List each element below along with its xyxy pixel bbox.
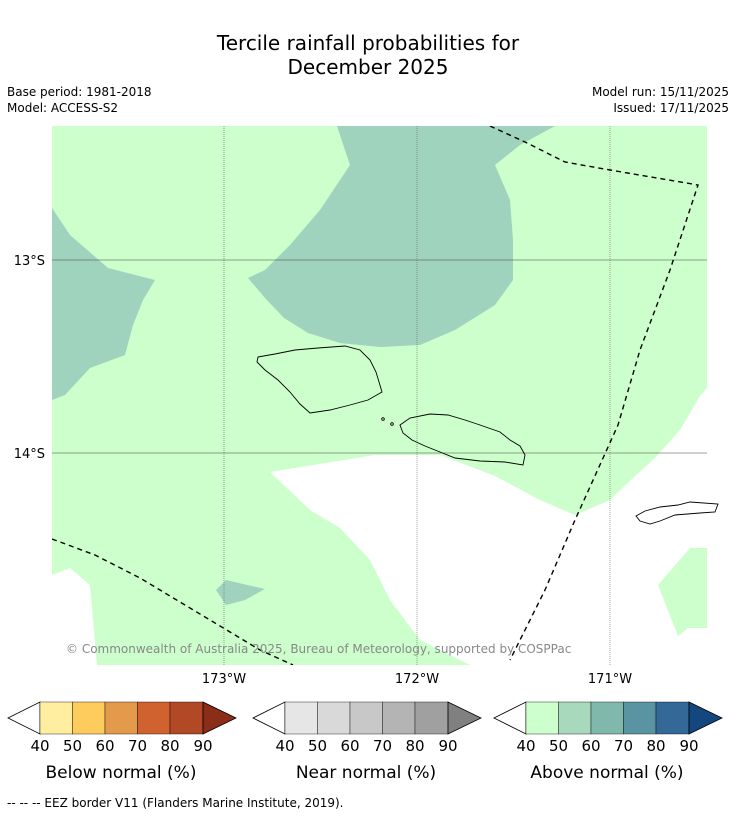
- above-normal-60-north-region: [248, 126, 555, 347]
- issued-date: Issued: 17/11/2025: [613, 101, 729, 115]
- colorbar-tick-label: 90: [679, 737, 698, 755]
- colorbar-tick-label: 60: [340, 737, 359, 755]
- colorbar-near-label: Near normal (%): [296, 763, 436, 783]
- colorbar-tick-label: 40: [275, 737, 294, 755]
- colorbar-above: 40 50 60 70 80 90 Above normal (%): [493, 701, 723, 783]
- lat-label-14s: 14°S: [14, 447, 45, 462]
- colorbar-tick-label: 60: [581, 737, 600, 755]
- colorbar-tick-label: 50: [308, 737, 327, 755]
- above-normal-60-small-patch: [216, 580, 265, 605]
- colorbar-tick-label: 60: [95, 737, 114, 755]
- colorbar-tick-label: 80: [405, 737, 424, 755]
- above-normal-50-region: [52, 126, 707, 665]
- map-area: [52, 126, 707, 665]
- eez-border: [52, 126, 699, 665]
- lon-label-172w: 172°W: [395, 672, 439, 687]
- colorbar-tick-label: 70: [128, 737, 147, 755]
- meta-right: Model run: 15/11/2025 Issued: 17/11/2025: [592, 84, 729, 116]
- colorbar-tick-label: 80: [160, 737, 179, 755]
- colorbar-near: 40 50 60 70 80 90 Near normal (%): [252, 701, 482, 783]
- colorbar-below-label: Below normal (%): [46, 763, 197, 783]
- colorbar-above-label: Above normal (%): [530, 763, 683, 783]
- base-period: Base period: 1981-2018: [7, 85, 152, 99]
- lon-label-173w: 173°W: [202, 672, 246, 687]
- colorbar-tick-label: 40: [30, 737, 49, 755]
- colorbar-tick-label: 70: [373, 737, 392, 755]
- lon-label-171w: 171°W: [588, 672, 632, 687]
- colorbar-tick-label: 70: [614, 737, 633, 755]
- title-line-1: Tercile rainfall probabilities for: [216, 31, 520, 55]
- colorbar-below: 40 50 60 70 80 90 Below normal (%): [7, 701, 237, 783]
- title-line-2: December 2025: [287, 55, 449, 79]
- lat-gridlines: [52, 259, 707, 454]
- colorbar-tick-label: 40: [516, 737, 535, 755]
- copyright-text: © Commonwealth of Australia 2025, Bureau…: [66, 642, 571, 656]
- lat-label-13s: 13°S: [14, 254, 45, 269]
- model-run: Model run: 15/11/2025: [591, 85, 729, 99]
- above-normal-60-west-region: [52, 208, 155, 400]
- meta-left: Base period: 1981-2018 Model: ACCESS-S2: [7, 84, 152, 116]
- colorbar-tick-label: 90: [438, 737, 457, 755]
- colorbar-tick-label: 50: [549, 737, 568, 755]
- above-normal-50-patch: [658, 548, 707, 636]
- colorbar-tick-label: 50: [63, 737, 82, 755]
- colorbar-tick-label: 80: [646, 737, 665, 755]
- colorbar-tick-label: 90: [193, 737, 212, 755]
- map-title: Tercile rainfall probabilities for Decem…: [0, 31, 736, 79]
- island-tutuila: [635, 501, 719, 525]
- island-savaii: [256, 345, 383, 414]
- island-upolu: [399, 413, 526, 466]
- model-name: Model: ACCESS-S2: [7, 101, 119, 115]
- no-signal-region-left: [52, 568, 97, 665]
- island-outlines: [256, 345, 719, 525]
- eez-footnote: -- -- -- EEZ border V11 (Flanders Marine…: [7, 796, 344, 810]
